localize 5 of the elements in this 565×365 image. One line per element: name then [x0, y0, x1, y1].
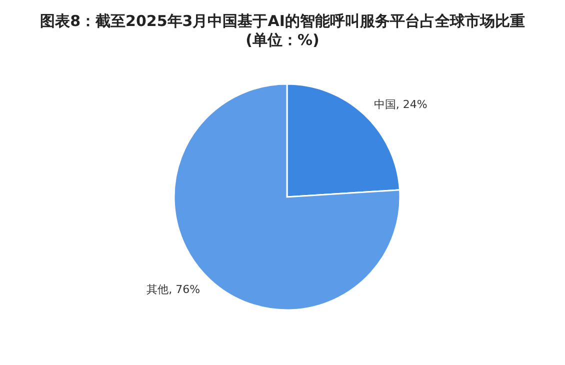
slice-label: 其他, 76% — [146, 283, 200, 296]
chart-title: 图表8：截至2025年3月中国基于AI的智能呼叫服务平台占全球市场比重 — [39, 12, 526, 31]
pie-slice — [173, 83, 401, 311]
chart-subtitle: (单位：%) — [244, 31, 320, 50]
slice-label: 中国, 24% — [374, 98, 428, 111]
